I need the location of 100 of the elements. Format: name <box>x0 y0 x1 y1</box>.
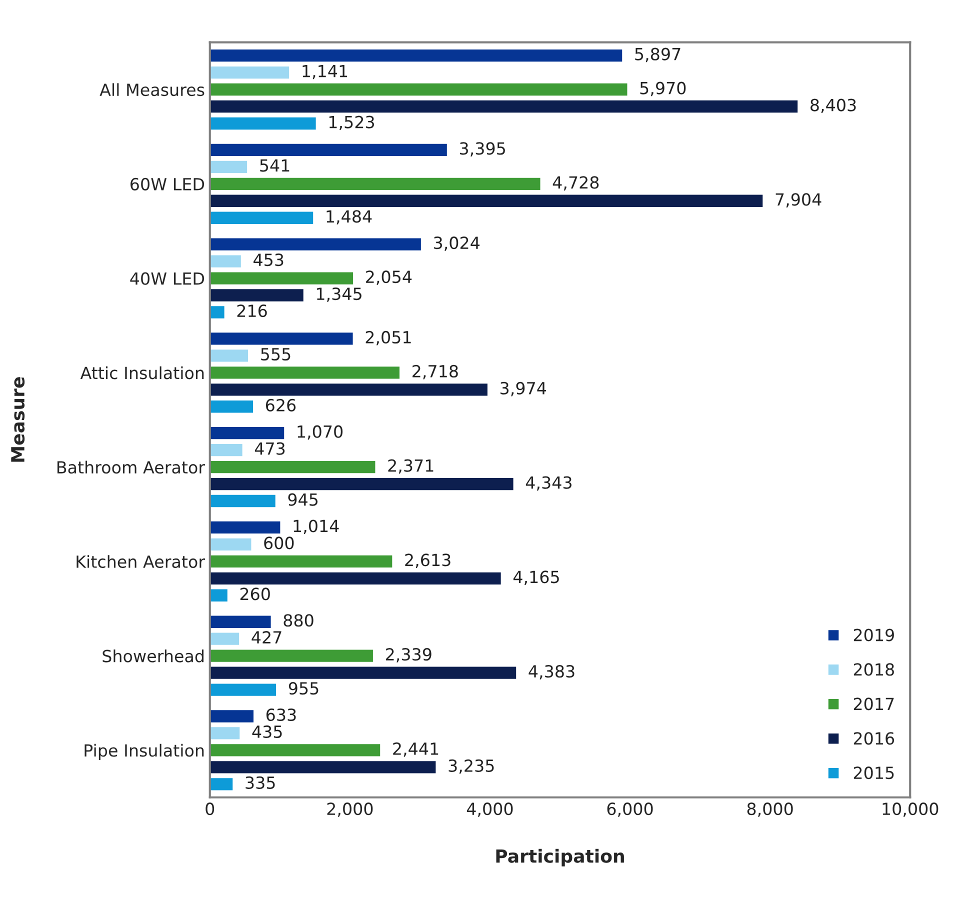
data-label: 335 <box>246 776 275 790</box>
x-axis-title: Participation <box>496 848 624 866</box>
bar <box>210 588 229 603</box>
data-label: 600 <box>264 536 294 550</box>
bar <box>210 442 244 458</box>
bar <box>210 520 282 535</box>
data-label: 5,970 <box>640 82 686 96</box>
data-label: 2,339 <box>386 648 432 662</box>
data-label: 633 <box>266 708 296 722</box>
data-label: 955 <box>288 682 318 695</box>
data-label: 435 <box>252 725 282 738</box>
y-tick-label: Kitchen Aerator <box>76 555 206 568</box>
bar <box>210 210 314 226</box>
bar <box>210 82 629 98</box>
bar <box>210 159 248 174</box>
data-label: 216 <box>237 304 267 318</box>
bar <box>210 382 489 398</box>
data-label: 2,613 <box>405 554 450 568</box>
bar <box>210 682 278 698</box>
legend-label: 2018 <box>854 663 894 676</box>
bar <box>210 236 422 252</box>
legend-label: 2017 <box>854 698 894 710</box>
bar <box>210 665 518 680</box>
data-label: 2,051 <box>366 330 411 346</box>
x-tick-label: 2,000 <box>327 802 373 817</box>
data-label: 3,395 <box>460 142 505 156</box>
y-axis-title: Measure <box>11 377 25 462</box>
data-label: 2,441 <box>393 742 438 757</box>
data-label: 3,974 <box>500 382 546 396</box>
bar <box>210 116 318 132</box>
bar <box>210 48 624 64</box>
bar <box>210 288 305 303</box>
bar <box>210 399 254 414</box>
bar <box>210 348 250 364</box>
bar <box>210 776 234 792</box>
bar <box>210 142 448 158</box>
bar <box>210 365 401 380</box>
bar <box>210 99 799 114</box>
x-tick-label: 4,000 <box>466 802 513 817</box>
data-label: 5,897 <box>635 48 680 62</box>
y-tick-label: 40W LED <box>130 272 204 285</box>
y-tick-label: Showerhead <box>102 649 204 662</box>
data-label: 8,403 <box>810 98 856 114</box>
data-label: 4,165 <box>513 570 559 585</box>
x-tick-label: 10,000 <box>882 802 938 817</box>
legend-label: 2015 <box>854 766 894 780</box>
data-label: 541 <box>260 159 290 172</box>
bar <box>210 726 242 741</box>
y-tick-label: All Measures <box>100 83 204 96</box>
bar <box>210 742 382 758</box>
bar <box>210 331 354 346</box>
bar <box>210 460 377 475</box>
data-label: 945 <box>288 493 318 506</box>
data-label: 1,523 <box>329 116 374 130</box>
y-tick-label: Attic Insulation <box>80 366 204 380</box>
x-tick-label: 8,000 <box>747 802 793 817</box>
bar <box>210 631 240 646</box>
data-label: 4,728 <box>552 176 599 190</box>
data-label: 1,014 <box>294 520 339 534</box>
data-label: 1,141 <box>302 64 348 80</box>
bar <box>210 176 542 192</box>
y-tick-label: Bathroom Aerator <box>57 460 206 474</box>
data-label: 7,904 <box>776 193 822 208</box>
data-label: 2,718 <box>412 364 458 380</box>
bar <box>210 270 354 286</box>
data-label: 3,235 <box>448 759 494 774</box>
bar <box>210 304 226 320</box>
bar <box>210 614 272 630</box>
data-label: 427 <box>252 631 282 644</box>
bar <box>210 570 502 586</box>
data-label: 473 <box>254 442 285 455</box>
data-label: 2,371 <box>388 459 434 474</box>
data-label: 1,345 <box>317 288 362 302</box>
bar <box>210 708 255 724</box>
data-label: 4,343 <box>526 476 572 491</box>
y-tick-label: 60W LED <box>130 178 204 190</box>
bar <box>210 426 286 441</box>
x-tick-label: 6,000 <box>607 802 653 817</box>
data-label: 1,484 <box>326 210 372 224</box>
data-label: 4,383 <box>528 665 574 680</box>
data-label: 453 <box>254 254 284 266</box>
legend-label: 2019 <box>854 628 894 642</box>
data-label: 3,024 <box>434 236 480 251</box>
data-label: 555 <box>261 348 290 361</box>
bar <box>210 254 242 269</box>
data-label: 626 <box>266 398 296 412</box>
bar <box>210 554 394 569</box>
bar <box>210 536 253 552</box>
data-label: 260 <box>240 588 270 600</box>
bar <box>210 494 277 509</box>
bar <box>210 476 515 492</box>
bar <box>210 193 764 208</box>
legend-label: 2016 <box>854 732 894 745</box>
bar <box>210 760 438 775</box>
data-label: 1,070 <box>298 425 343 440</box>
bar <box>210 648 374 664</box>
x-tick-label: 0 <box>206 802 214 816</box>
data-label: 880 <box>284 614 314 627</box>
bar <box>210 65 290 80</box>
y-tick-label: Pipe Insulation <box>84 744 204 760</box>
